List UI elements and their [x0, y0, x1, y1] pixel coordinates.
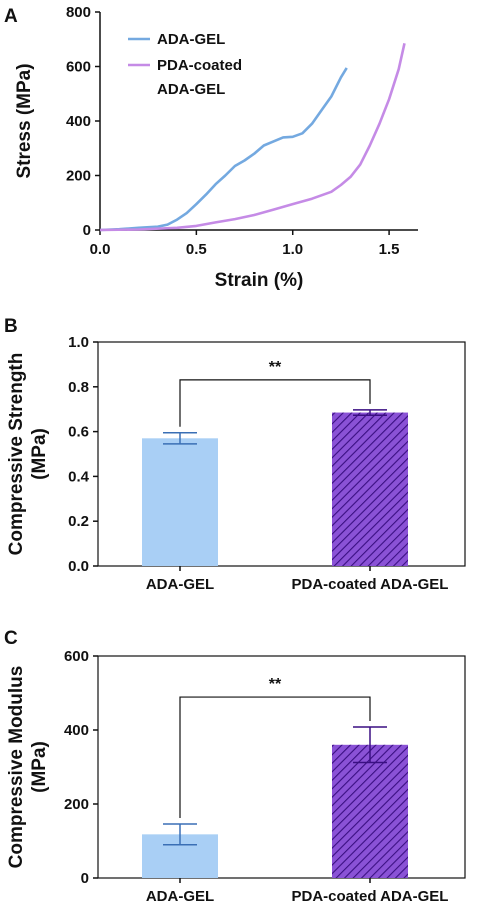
panel-a: A 0 200 400 600 800 0.0 0.5 1.0 1.5 Strain (%) Stre… — [4, 4, 418, 291]
y-tick-label: 200 — [64, 796, 89, 813]
y-axis-title: Compressive Strength — [6, 353, 27, 556]
y-tick-label: 0.4 — [68, 468, 90, 485]
category-label: PDA-coated ADA-GEL — [292, 888, 449, 905]
y-tick-label: 400 — [66, 113, 91, 130]
x-axis-title: Strain (%) — [215, 270, 304, 291]
series-line-pda-coated-ada-gel — [99, 43, 406, 232]
y-axis-title-unit: (MPa) — [29, 428, 50, 480]
y-tick-label: 1.0 — [68, 334, 89, 351]
x-tick-label: 1.5 — [379, 241, 400, 258]
category-label: ADA-GEL — [146, 576, 214, 593]
plot-frame — [97, 655, 466, 879]
significance-label: ** — [269, 676, 282, 693]
y-tick-label: 0.0 — [68, 558, 89, 575]
panel-label-b: B — [4, 316, 18, 337]
category-label: ADA-GEL — [146, 888, 214, 905]
bar-ada-gel — [142, 438, 218, 566]
panel-c: C 0 200 400 600 Compressive Modulus (MPa) ADA-G… — [4, 628, 466, 905]
y-axis-title: Stress (MPa) — [14, 63, 35, 178]
x-tick-label: 0.0 — [90, 241, 111, 258]
y-axis-title: Compressive Modulus — [6, 666, 27, 869]
y-tick-label: 600 — [66, 59, 91, 76]
legend-label: ADA-GEL — [157, 31, 225, 48]
significance-label: ** — [269, 359, 282, 376]
x-tick-label: 0.5 — [186, 241, 207, 258]
y-axis-title-unit: (MPa) — [29, 741, 50, 793]
y-tick-label: 200 — [66, 168, 91, 185]
legend-label: PDA-coated — [157, 57, 242, 74]
y-tick-label: 0 — [81, 870, 89, 887]
panel-label-c: C — [4, 628, 18, 649]
series-line-ada-gel — [99, 67, 348, 232]
legend-label: ADA-GEL — [157, 81, 225, 98]
y-tick-label: 0.6 — [68, 424, 89, 441]
y-tick-label: 800 — [66, 4, 91, 21]
panel-label-a: A — [4, 6, 18, 27]
significance-bracket — [179, 379, 371, 427]
y-tick-label: 0.8 — [68, 379, 89, 396]
y-tick-label: 0 — [83, 222, 91, 239]
bar-pda-coated-ada-gel-hatch — [332, 744, 408, 878]
panel-b: B 0.0 0.2 0.4 0.6 0.8 1.0 Compressive Strength(… — [4, 316, 466, 593]
bar-pda-coated-ada-gel-hatch — [332, 412, 408, 566]
significance-bracket — [179, 696, 371, 818]
y-tick-label: 0.2 — [68, 513, 89, 530]
y-tick-label: 400 — [64, 722, 89, 739]
y-tick-label: 600 — [64, 648, 89, 665]
category-label: PDA-coated ADA-GEL — [292, 576, 449, 593]
plot-frame — [97, 341, 466, 567]
x-tick-label: 1.0 — [282, 241, 303, 258]
